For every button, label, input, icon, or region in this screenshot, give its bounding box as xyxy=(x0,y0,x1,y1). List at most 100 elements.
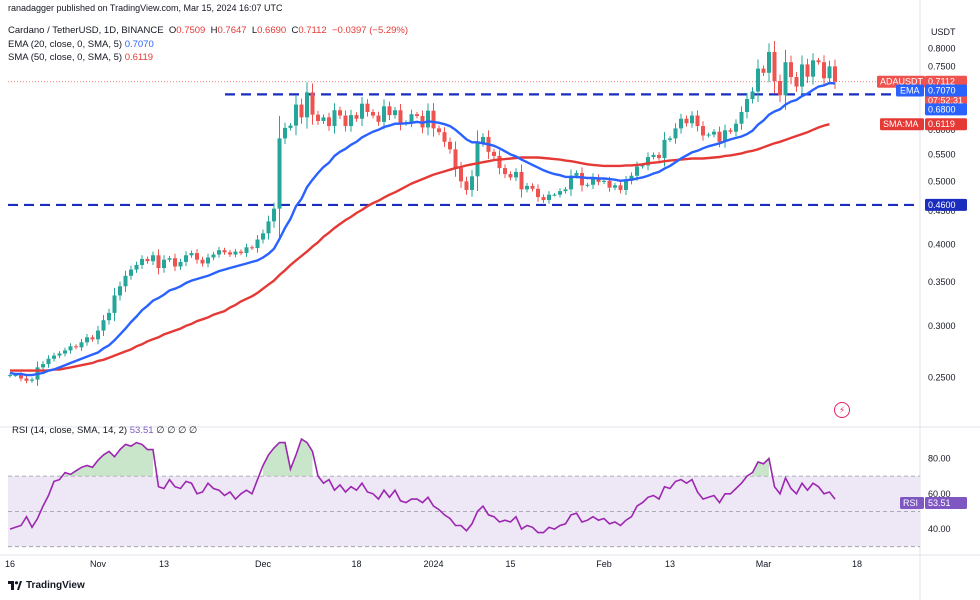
candle xyxy=(745,99,749,112)
candle xyxy=(822,62,826,79)
ohlc-high: 0.7647 xyxy=(217,25,247,36)
candle xyxy=(162,259,166,269)
candle xyxy=(305,92,309,118)
candle xyxy=(57,353,62,356)
candle xyxy=(552,194,557,196)
y-tick-label: 0.4000 xyxy=(928,239,956,249)
candle xyxy=(569,175,573,190)
y-tick-label: 0.4500 xyxy=(928,206,956,216)
price-tag-value: 0.7112 xyxy=(928,77,955,87)
x-tick-label: Dec xyxy=(255,559,272,569)
x-tick-label: 16 xyxy=(5,559,15,569)
symbol-name[interactable]: Cardano / TetherUSD, 1D, BINANCE xyxy=(8,25,164,36)
candle xyxy=(750,91,755,100)
candle xyxy=(470,176,474,190)
candle xyxy=(492,151,496,156)
candle xyxy=(349,115,353,127)
sma-tag-title xyxy=(880,118,924,131)
tradingview-logo-text: TradingView xyxy=(26,580,85,591)
y-tick-label: 0.7500 xyxy=(928,62,956,72)
x-tick-label: Nov xyxy=(90,559,107,569)
moving-averages xyxy=(9,81,836,377)
candle xyxy=(426,110,430,128)
sma-legend[interactable]: SMA (50, close, 0, SMA, 5) 0.6119 xyxy=(8,52,153,63)
y-tick-label: 0.5000 xyxy=(928,176,956,186)
candle xyxy=(673,128,678,139)
candle xyxy=(123,275,128,287)
rsi-legend[interactable]: RSI (14, close, SMA, 14, 2) 53.51 ∅ ∅ ∅ … xyxy=(12,425,197,436)
candle xyxy=(503,168,507,175)
x-tick-label: 15 xyxy=(505,559,515,569)
candle xyxy=(283,127,287,139)
candle xyxy=(151,255,155,262)
support-low-tag xyxy=(925,198,967,211)
candle xyxy=(228,252,232,255)
candle xyxy=(140,258,144,265)
x-tick-label: 13 xyxy=(665,559,675,569)
candle xyxy=(68,346,73,351)
candle xyxy=(415,114,419,117)
candle xyxy=(827,66,832,79)
candle xyxy=(393,110,397,116)
candle xyxy=(558,191,562,195)
tradingview-logo-icon xyxy=(8,581,22,590)
candle xyxy=(464,181,469,190)
ema-legend-label: EMA (20, close, 0, SMA, 5) xyxy=(8,39,123,50)
candle xyxy=(448,141,452,150)
candle xyxy=(833,66,837,82)
candle xyxy=(574,172,579,176)
lightning-icon[interactable]: ⚡ xyxy=(834,402,850,418)
sma-tag xyxy=(925,118,967,131)
ohlc-close: 0.7112 xyxy=(298,25,327,36)
x-tick-label: 2024 xyxy=(423,559,443,569)
candle xyxy=(8,375,12,377)
candle xyxy=(387,106,392,116)
ema-tag-title xyxy=(896,84,924,97)
y-tick-label: 0.3000 xyxy=(928,321,956,331)
candle xyxy=(767,52,771,73)
candle xyxy=(211,254,216,258)
candle xyxy=(244,247,249,254)
candle xyxy=(728,130,733,132)
rsi-tag xyxy=(925,497,967,510)
candle xyxy=(13,375,18,377)
candle xyxy=(613,185,617,188)
candle xyxy=(371,111,375,116)
sma-tag-value: 0.6119 xyxy=(928,119,955,129)
candle xyxy=(794,77,799,87)
sma-tag-title-text: SMA:MA xyxy=(883,119,919,129)
candle xyxy=(239,251,243,254)
candle xyxy=(360,103,364,119)
rsi-legend-label: RSI (14, close, SMA, 14, 2) xyxy=(12,425,128,436)
candle xyxy=(530,185,535,189)
candle xyxy=(63,350,67,354)
candle xyxy=(217,250,221,255)
currency-label[interactable]: USDT xyxy=(931,27,956,37)
candle xyxy=(563,189,568,192)
candle xyxy=(294,104,298,126)
candle xyxy=(101,320,106,331)
tradingview-logo[interactable]: TradingView xyxy=(8,580,85,591)
rsi-legend-value: 53.51 xyxy=(129,425,154,436)
candle xyxy=(30,379,34,381)
ohlc-open: 0.7509 xyxy=(176,25,206,36)
candle xyxy=(662,139,667,159)
rsi-tick-label: 60.00 xyxy=(928,489,951,499)
candle xyxy=(277,138,282,209)
ema-20-line xyxy=(9,81,836,377)
candle xyxy=(112,295,117,313)
candle xyxy=(734,123,738,132)
ema-legend[interactable]: EMA (20, close, 0, SMA, 5) 0.7070 xyxy=(8,39,154,50)
candle xyxy=(635,166,639,176)
candle xyxy=(756,68,760,92)
candle xyxy=(690,115,694,124)
candle xyxy=(316,114,320,121)
y-tick-label: 0.3500 xyxy=(928,277,956,287)
candle xyxy=(618,185,623,190)
candle xyxy=(453,149,458,169)
candle xyxy=(695,115,700,127)
candle xyxy=(233,251,238,255)
candle xyxy=(90,337,95,340)
sma-legend-label: SMA (50, close, 0, SMA, 5) xyxy=(8,52,123,63)
candle xyxy=(332,110,337,127)
